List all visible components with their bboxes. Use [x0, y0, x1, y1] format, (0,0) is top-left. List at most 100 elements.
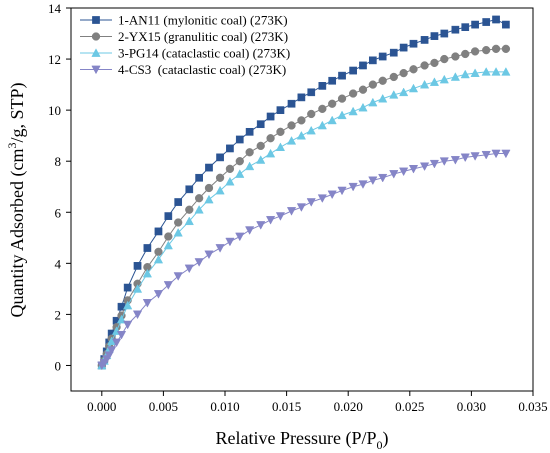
- data-point: [174, 218, 183, 227]
- legend-item: 3-PG14 (cataclastic coal) (273K): [80, 46, 290, 61]
- data-point: [235, 232, 245, 242]
- data-point: [275, 142, 286, 152]
- data-point: [408, 165, 419, 174]
- data-point: [492, 15, 500, 24]
- data-point: [327, 190, 337, 200]
- data-point: [378, 93, 388, 103]
- data-point: [399, 167, 409, 177]
- data-point: [337, 186, 347, 196]
- data-point: [450, 72, 461, 81]
- axis-ticks: 0.000 0.005 0.010 0.015 0.020 0.025 0.030 0.035…: [48, 1, 548, 414]
- data-point: [389, 48, 398, 57]
- data-point: [132, 310, 143, 320]
- data-point: [287, 99, 296, 108]
- data-point: [378, 173, 388, 183]
- data-point: [245, 127, 254, 136]
- data-point: [482, 45, 491, 55]
- data-point: [174, 198, 183, 206]
- series-4: [97, 149, 511, 371]
- data-point: [266, 112, 275, 121]
- data-point: [429, 77, 440, 86]
- data-point: [419, 162, 430, 172]
- data-point: [107, 346, 117, 355]
- data-point: [501, 44, 511, 54]
- data-point: [153, 254, 164, 264]
- legend-marker: [92, 16, 100, 24]
- data-point: [215, 173, 225, 182]
- data-point: [256, 141, 265, 151]
- data-point: [297, 116, 306, 125]
- data-point: [286, 136, 297, 145]
- data-point: [358, 102, 368, 112]
- data-point: [265, 148, 276, 158]
- data-point: [502, 20, 510, 29]
- data-point: [225, 237, 235, 247]
- data-point: [440, 54, 449, 64]
- x-axis-title-subscript: 0: [376, 438, 382, 452]
- data-point: [215, 185, 225, 195]
- data-point: [461, 49, 470, 59]
- data-point: [430, 58, 439, 68]
- data-point: [368, 97, 378, 107]
- data-point: [163, 281, 173, 290]
- data-point: [204, 250, 214, 260]
- data-point: [164, 232, 173, 241]
- x-tick-label: 0.025: [395, 399, 424, 414]
- legend-label: 3-PG14 (cataclastic coal) (273K): [118, 46, 290, 61]
- data-point: [482, 18, 491, 26]
- data-point: [491, 67, 501, 76]
- data-point: [389, 90, 399, 99]
- data-point: [348, 106, 358, 116]
- data-point: [154, 227, 163, 236]
- data-point: [358, 180, 368, 189]
- data-point: [349, 66, 357, 75]
- data-point: [450, 156, 461, 165]
- data-point: [132, 284, 143, 293]
- data-point: [306, 198, 316, 207]
- data-point: [328, 76, 337, 85]
- x-tick-label: 0.010: [210, 399, 239, 414]
- y-tick-label: 4: [55, 256, 62, 271]
- data-point: [358, 85, 368, 94]
- x-axis-title-end: ): [382, 428, 388, 449]
- data-point: [409, 65, 418, 74]
- data-point: [307, 109, 316, 119]
- data-point: [420, 61, 429, 70]
- data-point: [215, 244, 225, 253]
- data-point: [185, 185, 194, 194]
- data-point: [123, 300, 133, 310]
- data-point: [389, 72, 398, 82]
- plot-frame: [70, 7, 534, 392]
- data-point: [216, 153, 224, 162]
- data-point: [154, 247, 163, 256]
- data-point: [286, 207, 297, 216]
- legend: 1-AN11 (mylonitic coal) (273K)2-YX15 (gr…: [80, 13, 290, 77]
- data-point: [409, 39, 418, 48]
- data-point: [368, 80, 377, 89]
- data-point: [265, 216, 276, 225]
- data-point: [142, 268, 153, 278]
- data-point: [163, 240, 173, 250]
- legend-item: 1-AN11 (mylonitic coal) (273K): [80, 13, 288, 28]
- data-point: [256, 221, 266, 230]
- series-layer: [97, 15, 511, 371]
- data-point: [481, 67, 491, 76]
- legend-label: 2-YX15 (granulitic coal) (273K): [118, 29, 288, 44]
- y-tick-label: 6: [55, 205, 62, 220]
- data-point: [378, 52, 387, 61]
- data-point: [491, 149, 501, 159]
- series-line: [101, 153, 506, 366]
- legend-marker: [91, 32, 101, 41]
- x-tick-label: 0.015: [272, 399, 301, 414]
- x-axis-title: Relative Pressure (P/P0): [216, 428, 389, 452]
- data-point: [429, 159, 440, 169]
- data-point: [194, 258, 204, 267]
- data-point: [111, 338, 122, 348]
- y-tick-label: 2: [55, 307, 62, 322]
- data-point: [256, 120, 265, 129]
- y-tick-label: 10: [48, 103, 61, 118]
- data-point: [461, 23, 470, 31]
- data-point: [491, 44, 501, 54]
- x-tick-label: 0.005: [149, 399, 178, 414]
